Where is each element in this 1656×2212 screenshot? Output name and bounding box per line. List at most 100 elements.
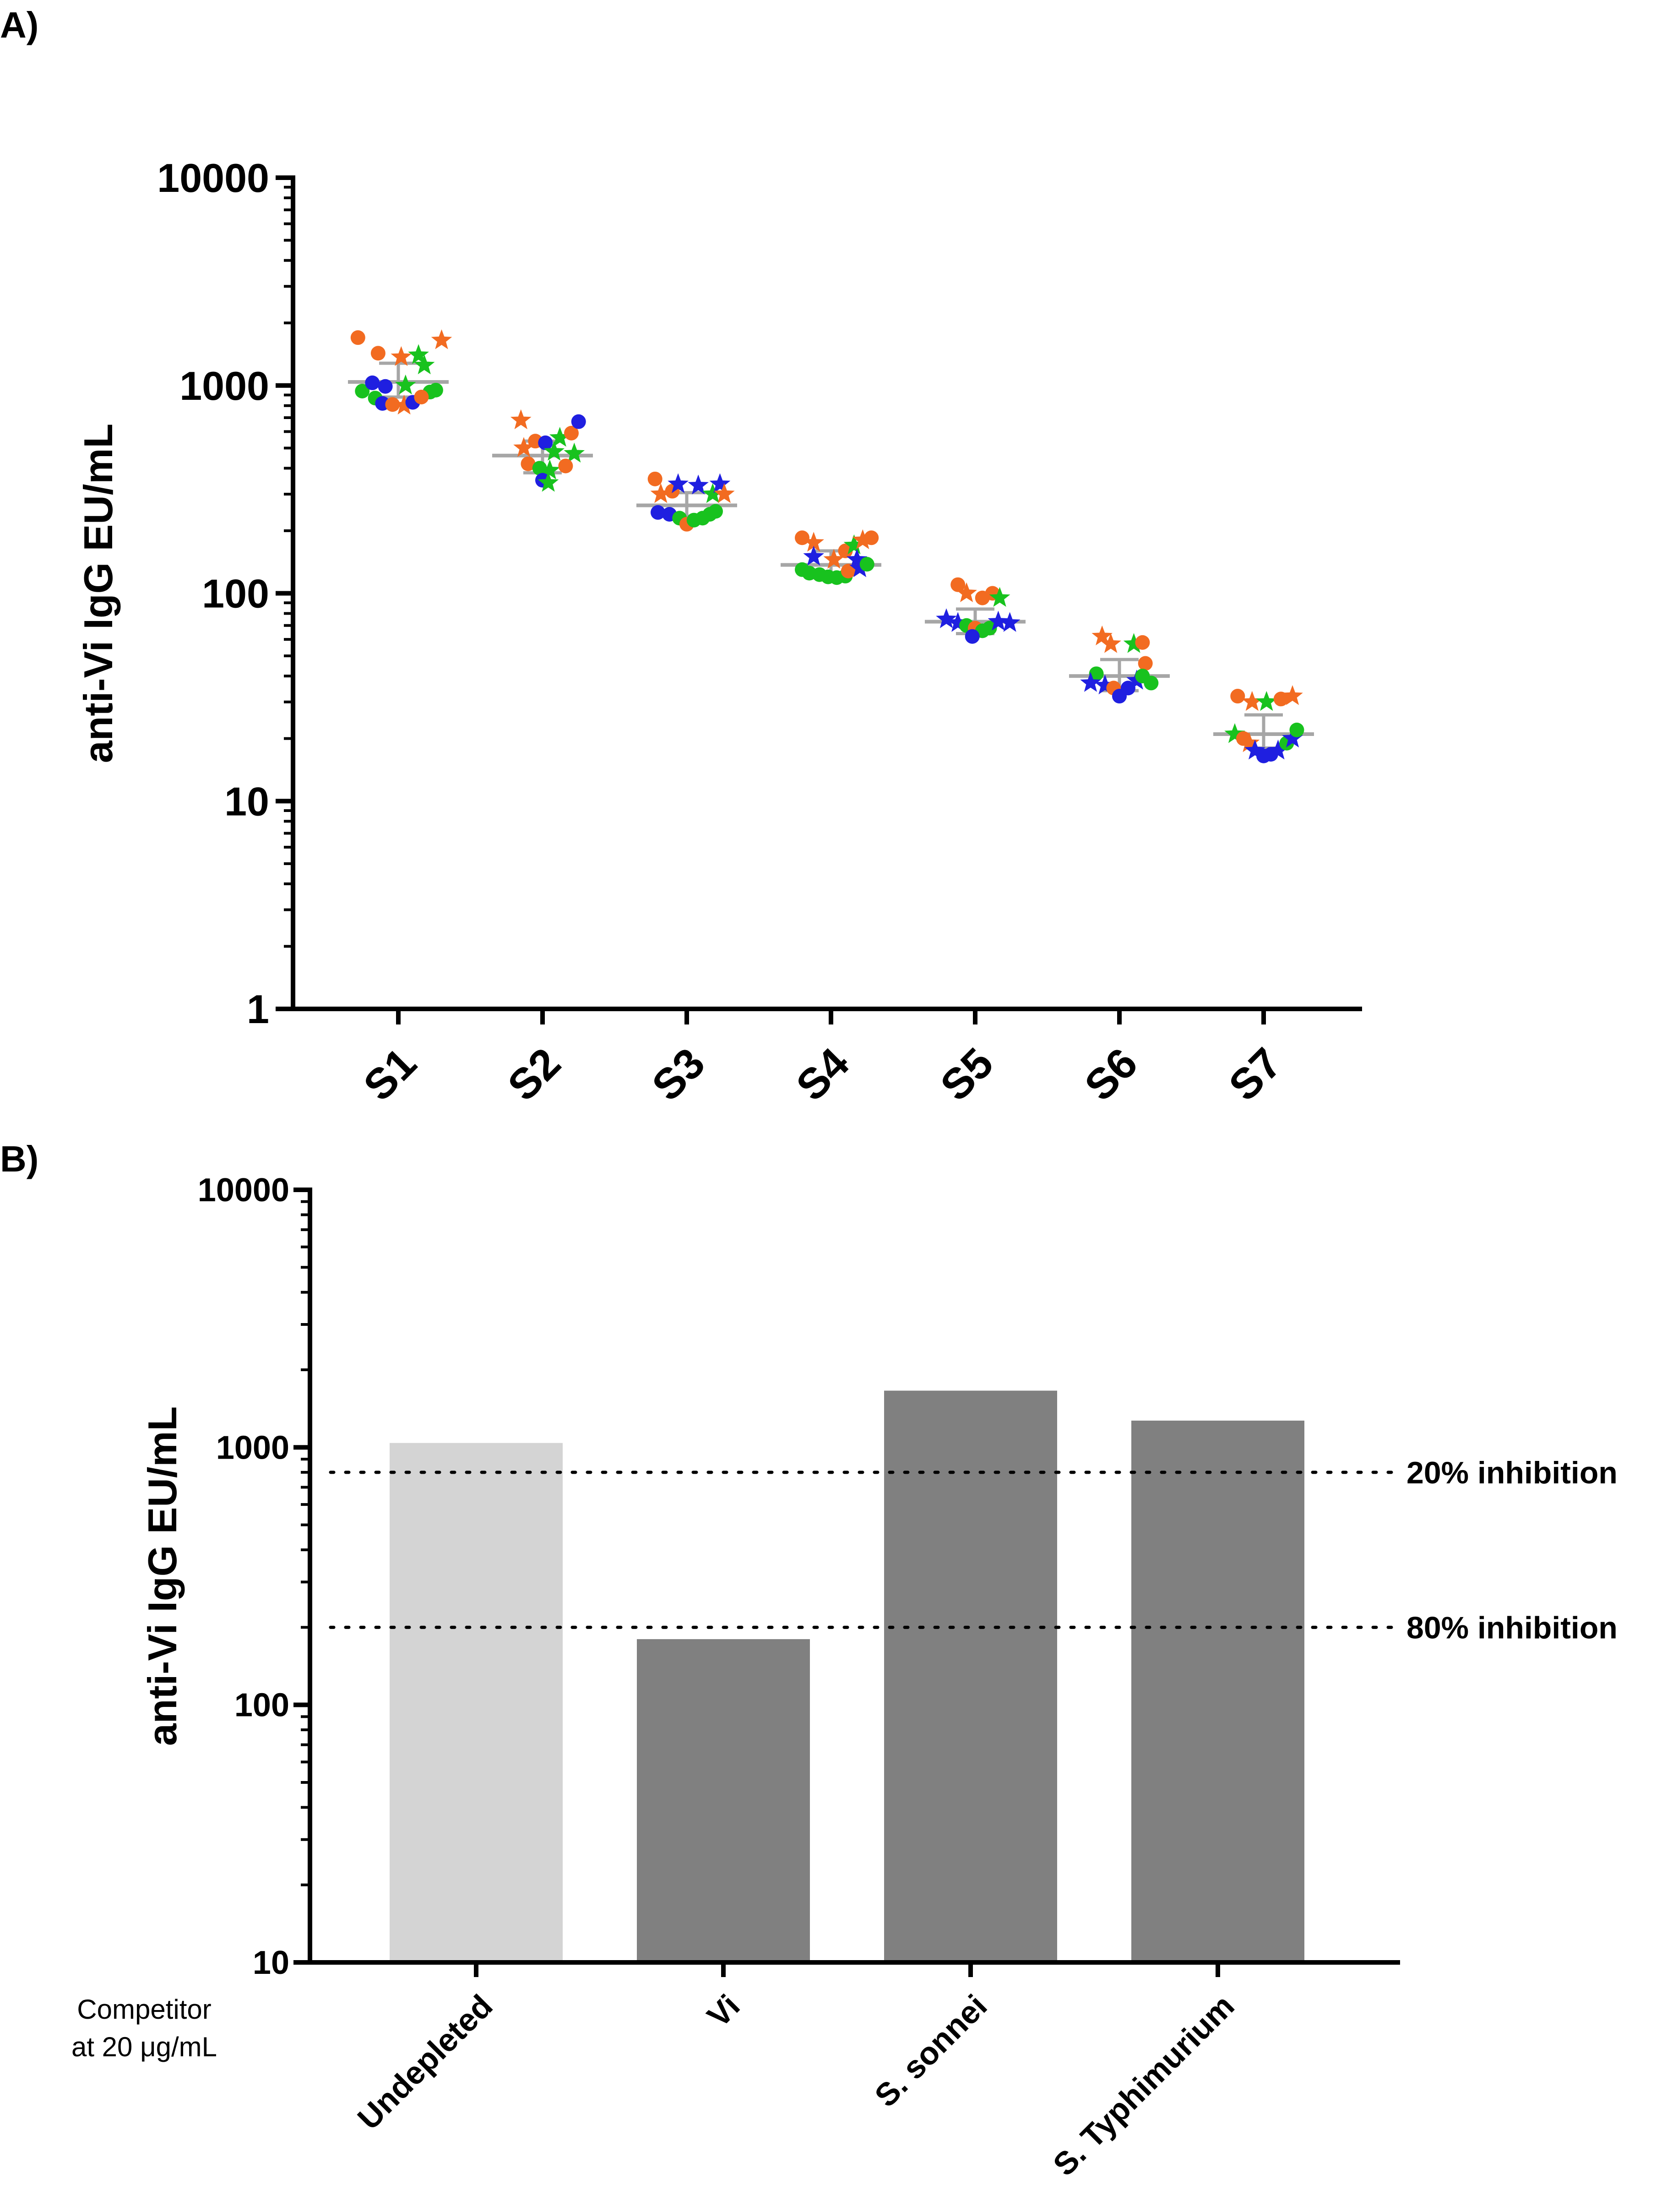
data-point-circle — [355, 383, 370, 398]
data-point-circle — [1144, 676, 1159, 691]
data-point-circle — [859, 557, 874, 572]
data-point-circle — [532, 461, 547, 476]
data-point-circle — [982, 621, 997, 636]
data-point-circle — [950, 577, 966, 592]
y-tick-label-b: 10000 — [198, 1172, 289, 1209]
data-point-circle — [1273, 692, 1288, 707]
reference-line-label: 20% inhibition — [1406, 1455, 1618, 1490]
x-tick-labels-a: S1 S2 S3 S4 S5 S6 S7 — [354, 1039, 1291, 1110]
y-axis-ticks-a — [276, 175, 1266, 1024]
y-axis-title-a: anti-Vi IgG EU/mL — [76, 424, 121, 763]
y-tick-label-b: 1000 — [216, 1429, 289, 1466]
data-point-circle — [428, 382, 443, 398]
data-point-star — [956, 582, 977, 602]
data-point-star — [1242, 691, 1263, 711]
bar-s-typhimurium — [1131, 1420, 1304, 1962]
data-points — [350, 329, 1304, 763]
data-point-circle — [558, 458, 573, 474]
data-point-star — [395, 374, 416, 395]
data-point-circle — [841, 563, 856, 578]
y-tick-label-a: 100 — [202, 571, 269, 616]
data-point-star — [688, 474, 709, 495]
data-point-circle — [1135, 635, 1150, 650]
data-point-star — [650, 483, 672, 503]
data-point-star — [709, 473, 731, 493]
data-point-circle — [538, 435, 553, 450]
panel-a-label: A) — [0, 5, 38, 45]
mean-sd-markers — [348, 361, 1314, 750]
y-tick-label-b: 10 — [253, 1945, 289, 1981]
data-point-star — [510, 409, 532, 430]
data-point-star — [1256, 691, 1277, 711]
data-point-circle — [521, 456, 536, 471]
data-point-star — [989, 587, 1010, 607]
x-tick-label-s6: S6 — [1075, 1039, 1147, 1110]
x-tick-label-undepleted: Undepleted — [351, 1988, 500, 2136]
data-point-circle — [365, 375, 380, 390]
data-point-star — [1080, 672, 1101, 692]
scatter-chart-a: 1 10 100 1000 10000 S1 S2 S3 S4 S5 S6 S7 anti-Vi I… — [76, 155, 1362, 1110]
reference-lines: 20% inhibition 80% inhibition — [329, 1455, 1618, 1645]
data-point-star — [391, 346, 412, 366]
data-point-star — [1238, 732, 1260, 752]
data-point-star — [1123, 633, 1145, 653]
data-point-star — [543, 441, 565, 461]
data-point-circle — [965, 629, 980, 644]
x-tick-label-s-sonnei: S. sonnei — [868, 1988, 994, 2114]
y-tick-label-a: 10 — [224, 779, 269, 824]
data-point-star — [999, 612, 1021, 632]
bar-undepleted — [390, 1443, 563, 1962]
data-point-star — [564, 442, 585, 463]
data-point-star — [408, 344, 429, 364]
data-point-star — [849, 557, 870, 578]
data-point-circle — [1230, 689, 1245, 704]
data-point-circle — [1289, 722, 1304, 737]
data-point-star — [1282, 727, 1303, 748]
data-point-star — [823, 549, 845, 569]
bar-vi — [637, 1639, 810, 1962]
y-tick-label-a: 10000 — [157, 155, 269, 201]
x-tick-label-s3: S3 — [643, 1039, 714, 1110]
data-point-circle — [378, 379, 393, 394]
competitor-note-line1: Competitor — [77, 1994, 211, 2025]
data-point-star — [1244, 740, 1265, 760]
x-tick-label-vi: Vi — [700, 1988, 747, 2034]
data-point-circle — [564, 425, 579, 441]
data-point-circle — [795, 530, 809, 545]
data-point-star — [803, 532, 824, 552]
competitor-note-line2: at 20 μg/mL — [71, 2032, 217, 2062]
data-point-circle — [1089, 666, 1104, 681]
data-point-circle — [571, 414, 586, 429]
x-tick-label-s7: S7 — [1220, 1039, 1291, 1110]
data-point-star — [988, 610, 1009, 631]
x-tick-label-s-typhimurium: S. Typhimurium — [1046, 1988, 1241, 2183]
data-point-circle — [708, 504, 723, 519]
y-axis-title-b: anti-Vi IgG EU/mL — [140, 1406, 185, 1746]
data-point-star — [702, 483, 723, 503]
x-tick-label-s4: S4 — [787, 1039, 858, 1110]
data-point-circle — [651, 505, 665, 520]
bars — [390, 1390, 1304, 1962]
data-point-circle — [385, 397, 400, 412]
data-point-star — [936, 608, 957, 628]
data-point-circle — [864, 530, 879, 545]
data-point-circle — [370, 346, 385, 361]
y-tick-labels-b: 10 100 1000 10000 — [198, 1172, 289, 1981]
data-point-circle — [414, 389, 429, 404]
y-tick-labels-a: 1 10 100 1000 10000 — [157, 155, 269, 1032]
data-point-star — [1224, 723, 1245, 743]
data-point-circle — [838, 543, 853, 558]
data-point-star — [852, 529, 874, 550]
data-point-star — [513, 437, 534, 457]
data-point-star — [668, 473, 689, 493]
data-point-star — [549, 427, 570, 447]
x-tick-labels-b: Undepleted Vi S. sonnei S. Typhimurium — [351, 1988, 1241, 2183]
data-point-circle — [647, 471, 662, 486]
data-point-star — [1091, 625, 1113, 646]
y-tick-label-a: 1 — [247, 986, 269, 1032]
data-point-star — [1094, 674, 1116, 695]
panel-b-label: B) — [0, 1139, 38, 1179]
x-tick-label-s5: S5 — [931, 1039, 1003, 1110]
